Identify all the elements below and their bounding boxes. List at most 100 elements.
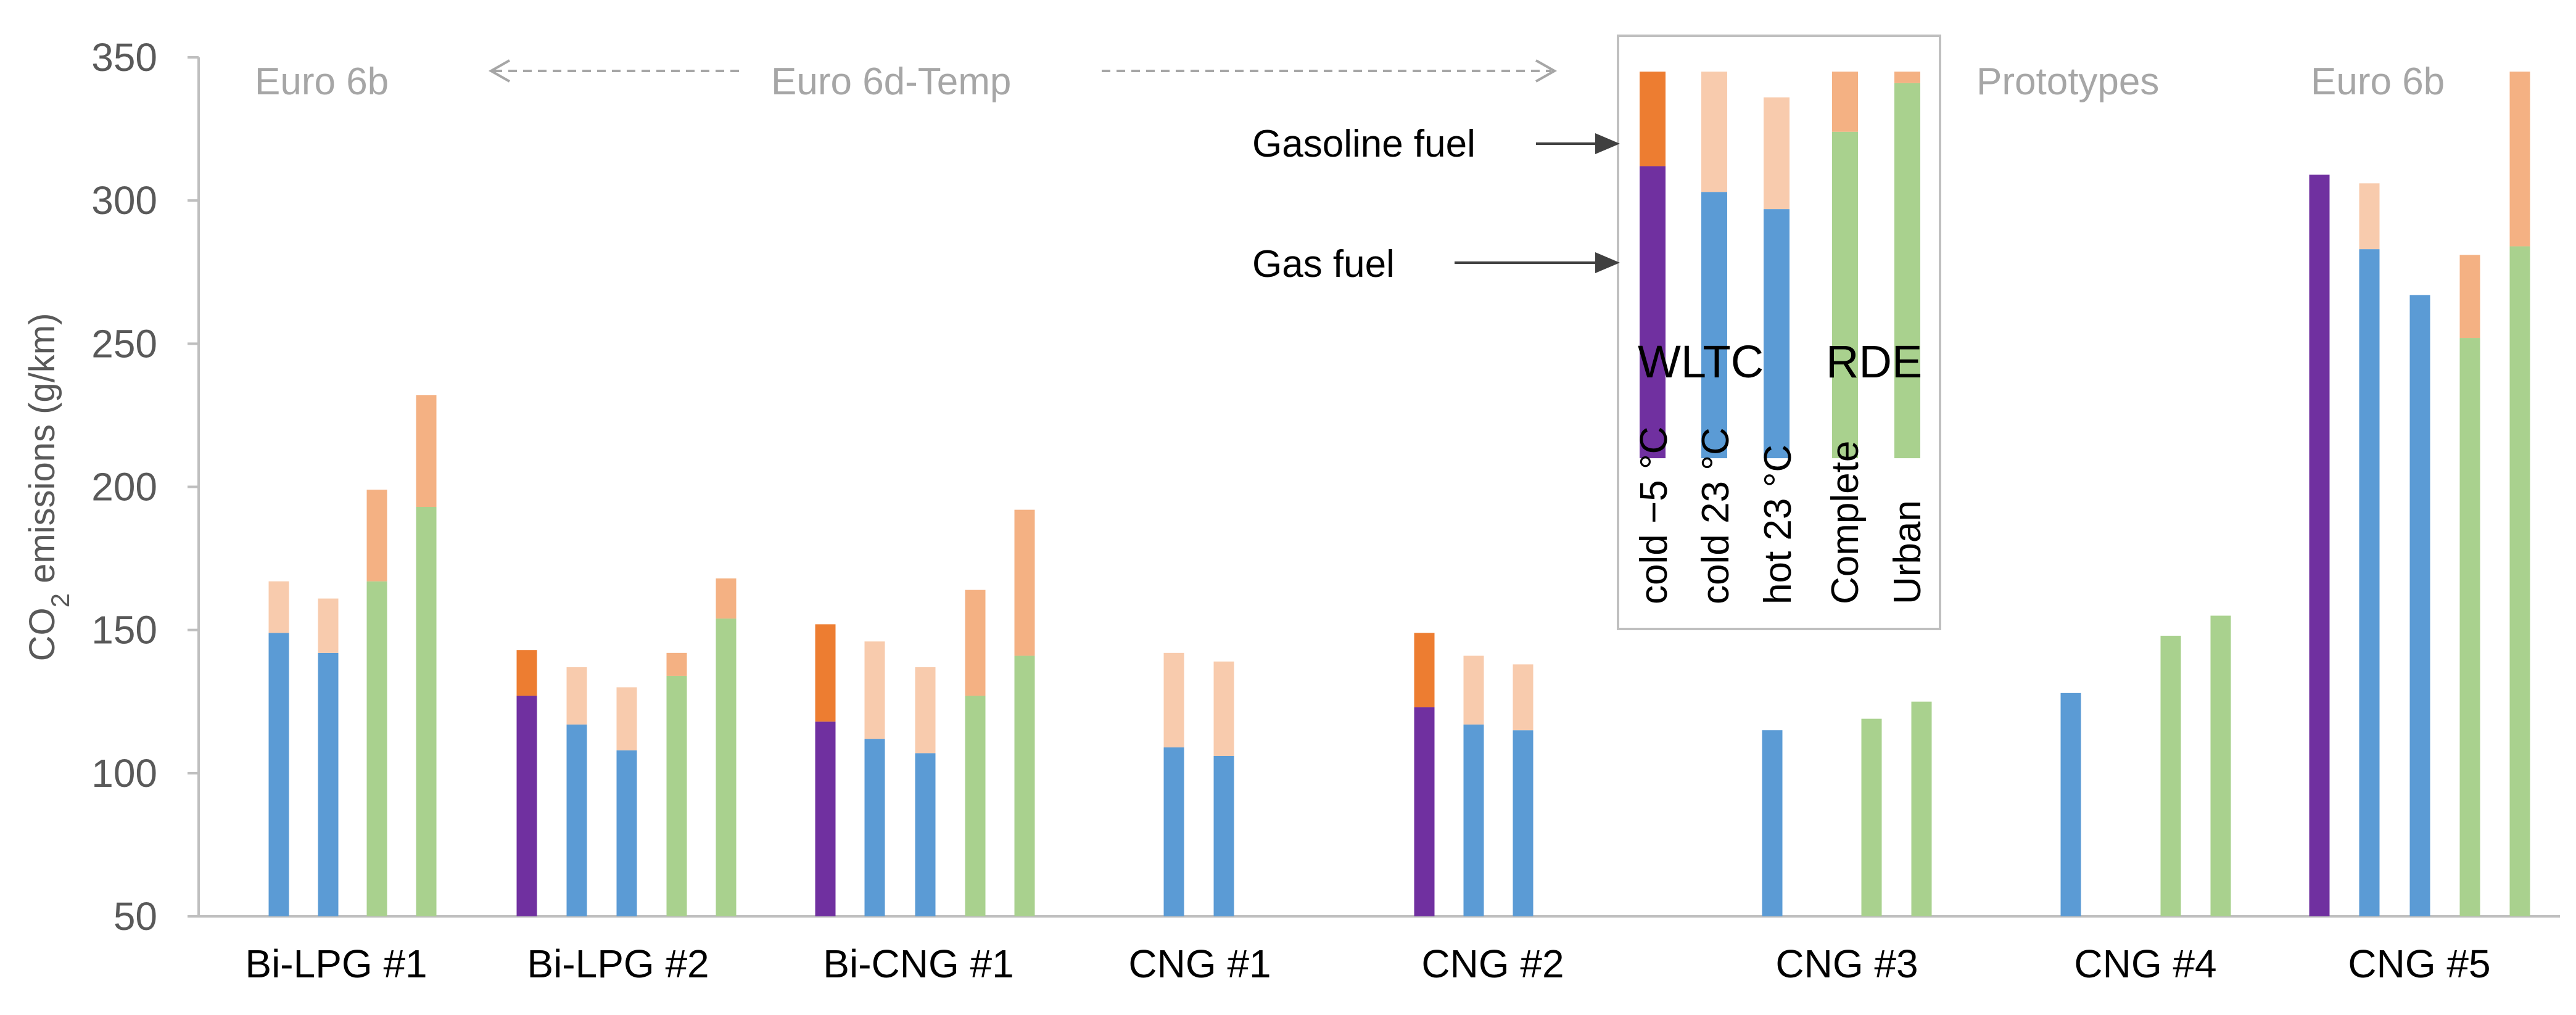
y-tick-label-50: 50 bbox=[114, 894, 157, 939]
bar-group-bi-lpg-2 bbox=[516, 578, 737, 916]
region-label-euro6d-temp: Euro 6d-Temp bbox=[771, 60, 1011, 103]
region-arrow-left bbox=[488, 59, 740, 83]
bar-gasoline-bi-cng-1-wltc-hot-23-c bbox=[915, 667, 936, 754]
bar-gas-cng-4-rde-complete bbox=[2160, 635, 2181, 916]
y-tick-label-200: 200 bbox=[91, 465, 157, 509]
bar-gas-bi-lpg-1-rde-complete bbox=[366, 581, 387, 916]
category-label-bi-cng-1: Bi-CNG #1 bbox=[823, 942, 1013, 986]
bar-gasoline-bi-cng-1-rde-complete bbox=[965, 590, 986, 696]
bar-gas-cng-5-rde-urban bbox=[2509, 246, 2530, 917]
legend-rde-label: RDE bbox=[1826, 336, 1922, 387]
legend-bar-gasoline-3 bbox=[1764, 97, 1790, 210]
bar-gas-bi-lpg-1-wltc-hot-23-c bbox=[318, 652, 339, 916]
y-tick-label-350: 350 bbox=[91, 35, 157, 80]
bar-gas-cng-2-wltc-hot-23-c bbox=[1513, 730, 1534, 916]
bar-gasoline-bi-lpg-2-rde-complete bbox=[666, 652, 687, 676]
y-tick-label-100: 100 bbox=[91, 751, 157, 795]
category-label-cng-3: CNG #3 bbox=[1775, 942, 1918, 986]
legend-gas-arrow bbox=[1455, 252, 1620, 273]
bar-gasoline-cng-5-rde-complete bbox=[2459, 255, 2480, 339]
bar-group-cng-3 bbox=[1762, 701, 1932, 916]
bar-gas-bi-lpg-2-wltc-hot-23-c bbox=[616, 750, 637, 916]
bar-gasoline-bi-lpg-2-rde-urban bbox=[716, 578, 737, 619]
y-tick-label-250: 250 bbox=[91, 321, 157, 366]
bar-gas-cng-5-wltc-hot-23-c bbox=[2409, 295, 2430, 916]
bar-gasoline-bi-lpg-1-rde-urban bbox=[416, 395, 437, 508]
legend-bar-gas-2 bbox=[1701, 192, 1727, 459]
bar-gas-cng-2-wltc-cold-5-c bbox=[1414, 707, 1435, 916]
bar-group-bi-lpg-1 bbox=[268, 395, 437, 916]
category-label-cng-5: CNG #5 bbox=[2348, 942, 2490, 986]
bar-gasoline-bi-lpg-1-rde-complete bbox=[366, 490, 387, 581]
legend-gas-label: Gas fuel bbox=[1252, 243, 1395, 286]
bar-gas-bi-lpg-1-rde-urban bbox=[416, 507, 437, 916]
bar-gas-cng-3-wltc-cold-23-c bbox=[1762, 730, 1783, 916]
bar-gas-cng-1-wltc-cold-23-c bbox=[1163, 747, 1184, 916]
bar-gas-cng-1-wltc-hot-23-c bbox=[1213, 755, 1234, 916]
bar-gasoline-bi-lpg-1-wltc-hot-23-c bbox=[318, 598, 339, 653]
legend-sample-bars bbox=[1640, 72, 1920, 459]
category-label-cng-1: CNG #1 bbox=[1128, 942, 1271, 986]
bar-gas-cng-5-wltc-cold-5-c bbox=[2309, 175, 2330, 916]
bar-gas-cng-3-rde-complete bbox=[1861, 718, 1882, 916]
bar-gasoline-cng-1-wltc-hot-23-c bbox=[1213, 661, 1234, 756]
y-axis-title: CO2 emissions (g/km) bbox=[22, 313, 75, 662]
bar-gas-bi-lpg-2-wltc-cold-23-c bbox=[566, 724, 587, 916]
legend-column-labels: cold −5 °C cold 23 °C hot 23 °C Complete Urb… bbox=[1633, 427, 1929, 604]
legend-bar-gas-1 bbox=[1640, 166, 1666, 459]
y-tick-label-300: 300 bbox=[91, 178, 157, 223]
bar-gas-bi-lpg-2-rde-urban bbox=[716, 618, 737, 916]
legend-bar-gasoline-1 bbox=[1640, 72, 1666, 166]
bar-gas-bi-cng-1-wltc-hot-23-c bbox=[915, 753, 936, 916]
legend-bar-gasoline-4 bbox=[1832, 72, 1858, 132]
bar-gas-cng-3-rde-urban bbox=[1911, 701, 1932, 916]
bar-gas-cng-4-rde-urban bbox=[2210, 615, 2231, 916]
bar-gasoline-cng-5-rde-urban bbox=[2509, 72, 2530, 247]
bar-gas-bi-cng-1-rde-urban bbox=[1014, 655, 1035, 916]
bars-layer bbox=[268, 72, 2530, 917]
category-labels: Bi-LPG #1 Bi-LPG #2 Bi-CNG #1 CNG #1 CNG #2 C… bbox=[245, 942, 2490, 986]
bar-gasoline-cng-2-wltc-hot-23-c bbox=[1513, 664, 1534, 731]
bar-gasoline-bi-lpg-2-wltc-cold-5-c bbox=[516, 650, 537, 696]
bar-gasoline-bi-lpg-2-wltc-hot-23-c bbox=[616, 687, 637, 750]
category-label-cng-2: CNG #2 bbox=[1421, 942, 1564, 986]
legend-bar-gas-4 bbox=[1832, 131, 1858, 459]
region-label-euro6b-left: Euro 6b bbox=[255, 60, 389, 103]
category-label-bi-lpg-2: Bi-LPG #2 bbox=[527, 942, 709, 986]
legend-column-label-5: Urban bbox=[1886, 500, 1929, 604]
legend-gasoline-label: Gasoline fuel bbox=[1252, 123, 1476, 165]
bar-gasoline-cng-1-wltc-cold-23-c bbox=[1163, 652, 1184, 748]
legend-bar-gas-3 bbox=[1764, 209, 1790, 459]
bar-gasoline-bi-cng-1-wltc-cold-5-c bbox=[815, 624, 836, 722]
y-tick-label-150: 150 bbox=[91, 608, 157, 652]
legend-gasoline-arrow bbox=[1536, 133, 1620, 154]
bar-gas-bi-cng-1-wltc-cold-23-c bbox=[864, 739, 885, 916]
legend-wltc-label: WLTC bbox=[1638, 336, 1764, 387]
legend-column-label-4: Complete bbox=[1824, 441, 1867, 604]
bar-gasoline-cng-2-wltc-cold-5-c bbox=[1414, 633, 1435, 708]
bar-gas-bi-lpg-1-wltc-cold-23-c bbox=[268, 633, 289, 916]
bar-gas-bi-lpg-2-wltc-cold-5-c bbox=[516, 696, 537, 916]
bar-gasoline-bi-lpg-1-wltc-cold-23-c bbox=[268, 581, 289, 633]
legend-bar-gasoline-5 bbox=[1894, 72, 1920, 83]
legend-column-label-1: cold −5 °C bbox=[1633, 427, 1675, 604]
bar-gas-cng-5-rde-complete bbox=[2459, 338, 2480, 916]
bar-gasoline-cng-2-wltc-cold-23-c bbox=[1463, 655, 1484, 725]
region-label-euro6b-right: Euro 6b bbox=[2311, 60, 2445, 103]
legend-column-label-2: cold 23 °C bbox=[1695, 427, 1737, 604]
region-label-prototypes: Prototypes bbox=[1976, 60, 2159, 103]
category-label-bi-lpg-1: Bi-LPG #1 bbox=[245, 942, 427, 986]
bar-group-cng-2 bbox=[1414, 633, 1534, 916]
legend-bar-gas-5 bbox=[1894, 83, 1920, 459]
bar-group-cng-1 bbox=[1163, 652, 1234, 916]
category-label-cng-4: CNG #4 bbox=[2074, 942, 2216, 986]
bar-group-bi-cng-1 bbox=[815, 509, 1035, 916]
bar-group-cng-5 bbox=[2309, 72, 2530, 917]
region-arrow-right bbox=[1102, 59, 1558, 83]
legend-column-label-3: hot 23 °C bbox=[1757, 445, 1799, 604]
y-axis-ticks: 50 100 150 200 250 300 350 bbox=[91, 35, 199, 939]
bar-gasoline-bi-lpg-2-wltc-cold-23-c bbox=[566, 667, 587, 725]
legend: Gasoline fuel Gas fuel WLTC RDE cold −5 … bbox=[1252, 35, 1941, 630]
bar-gas-bi-lpg-2-rde-complete bbox=[666, 675, 687, 916]
